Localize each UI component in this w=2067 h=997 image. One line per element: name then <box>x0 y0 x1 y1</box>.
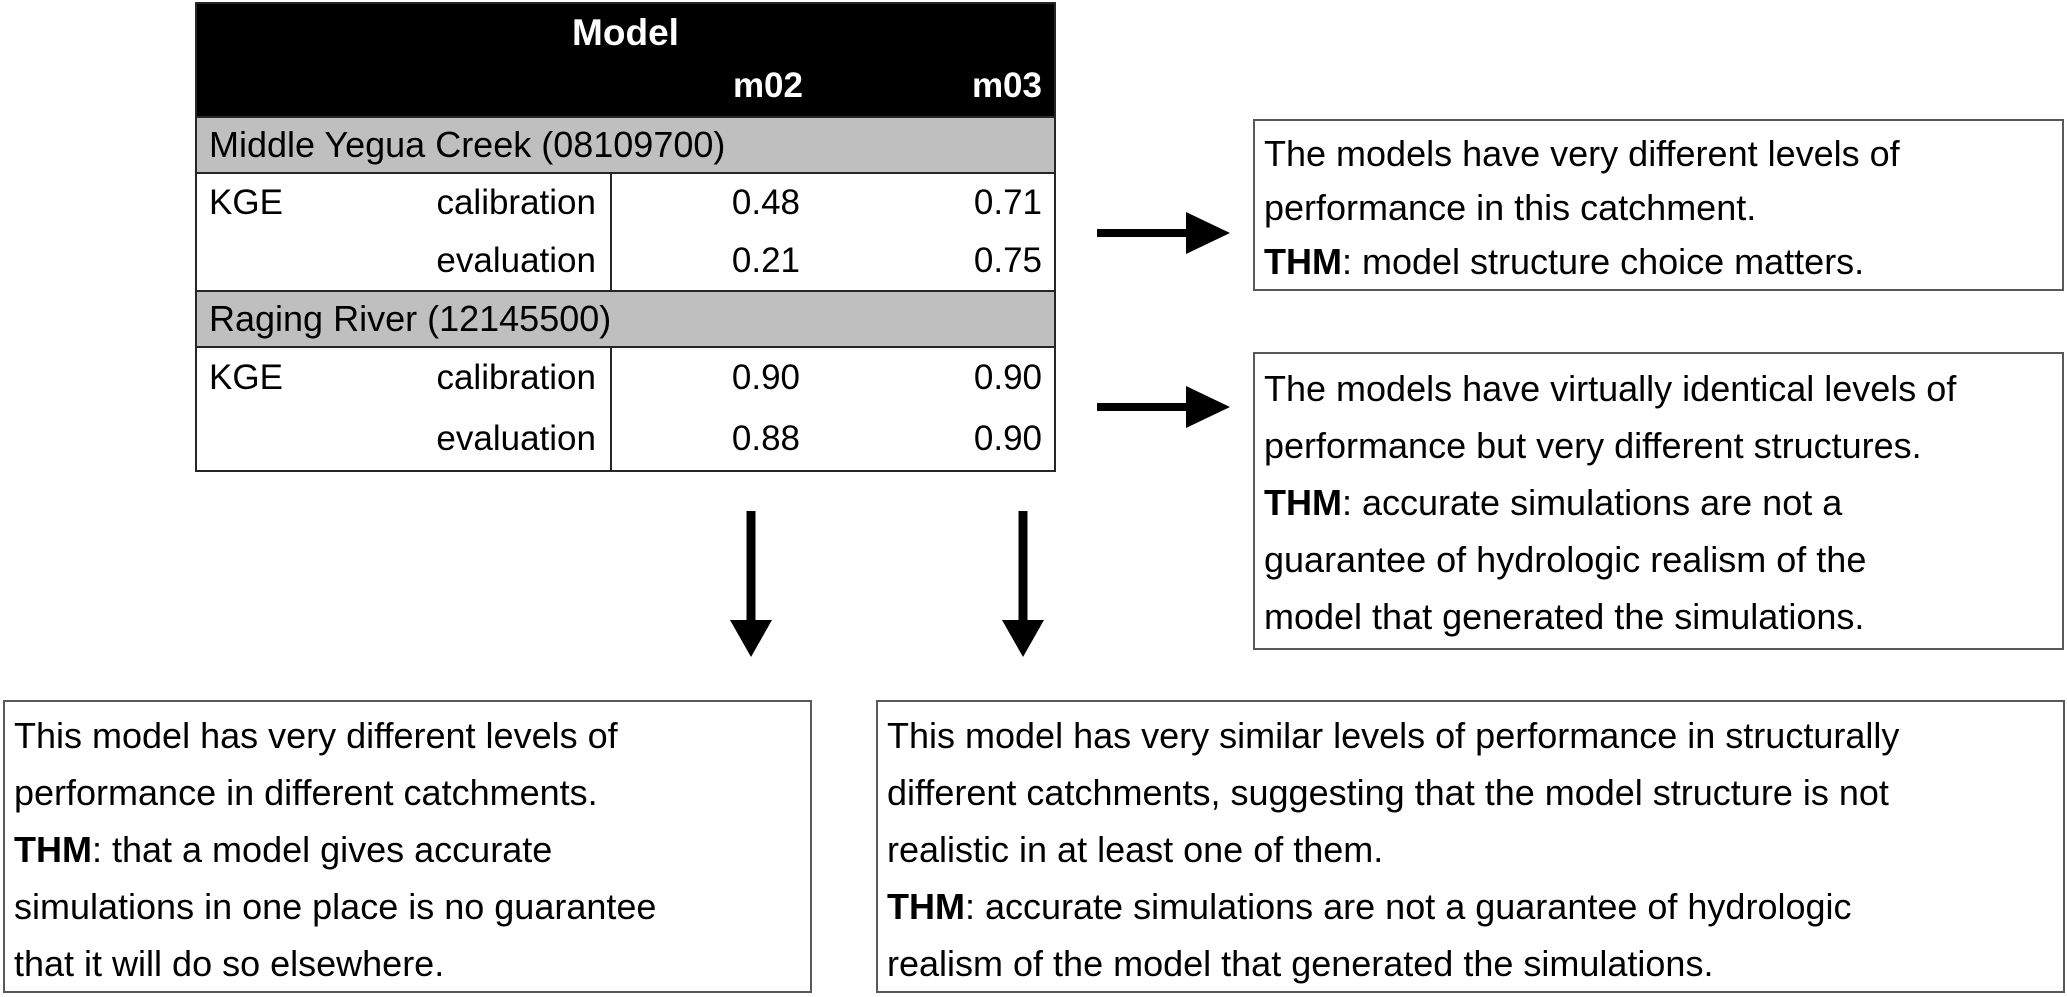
annotation-box-model-m02: This model has very different levels of p… <box>3 700 812 993</box>
row-label: evaluation <box>436 241 596 280</box>
value-m02: 0.90 <box>610 348 845 407</box>
value-m03: 0.90 <box>973 357 1042 397</box>
table-row-calibration-2: KGE calibration 0.90 0.90 <box>197 348 1054 407</box>
model-column-headers: m02 m03 <box>197 64 1054 108</box>
catchment-band-raging-river: Raging River (12145500) <box>197 290 1054 348</box>
text-line: This model has very similar levels of pe… <box>887 715 1900 756</box>
header-spacer <box>197 64 610 108</box>
metric-label: KGE <box>209 357 283 397</box>
col-header-m03: m03 <box>971 66 1042 105</box>
text-line: model that generated the simulations. <box>1264 596 1865 637</box>
table-header: Model m02 m03 <box>197 4 1054 116</box>
value-m03: 0.90 <box>973 419 1042 458</box>
table-row-evaluation-1: evaluation 0.21 0.75 <box>197 232 1054 290</box>
value-m02: 0.88 <box>610 407 845 471</box>
text-line: performance in this catchment. <box>1264 187 1757 228</box>
text-line: guarantee of hydrologic realism of the <box>1264 539 1867 580</box>
arrow-right-top <box>1097 212 1230 254</box>
table-row-calibration-1: KGE calibration 0.48 0.71 <box>197 174 1054 232</box>
text-line: The models have very different levels of <box>1264 133 1900 174</box>
text-line: simulations in one place is no guarantee <box>14 886 657 927</box>
text-line: The models have virtually identical leve… <box>1264 368 1957 409</box>
row-label: calibration <box>436 357 596 397</box>
text-line: This model has very different levels of <box>14 715 618 756</box>
value-m02: 0.21 <box>610 232 845 290</box>
arrow-right-middle <box>1097 386 1230 428</box>
arrow-down-m02 <box>730 511 772 657</box>
catchment-band-middle-yegua: Middle Yegua Creek (08109700) <box>197 116 1054 174</box>
annotation-box-raging-river: The models have virtually identical leve… <box>1253 352 2064 650</box>
annotation-box-middle-yegua: The models have very different levels of… <box>1253 119 2064 291</box>
text-line: realism of the model that generated the … <box>887 943 1714 984</box>
value-m03: 0.71 <box>973 183 1042 222</box>
table-title: Model <box>572 12 679 53</box>
text-line: THM: accurate simulations are not a <box>1264 482 1843 523</box>
col-header-m02: m02 <box>732 66 803 105</box>
text-line: performance in different catchments. <box>14 772 598 813</box>
text-line: THM: accurate simulations are not a guar… <box>887 886 1852 927</box>
kge-table: Model m02 m03 Middle Yegua Creek (081097… <box>195 2 1056 472</box>
row-label: evaluation <box>436 419 596 458</box>
metric-label: KGE <box>209 183 283 222</box>
text-line: different catchments, suggesting that th… <box>887 772 1889 813</box>
arrow-down-m03 <box>1002 511 1044 657</box>
text-line: THM: model structure choice matters. <box>1264 241 1865 282</box>
row-label: calibration <box>436 183 596 222</box>
text-line: THM: that a model gives accurate <box>14 829 553 870</box>
value-m02: 0.48 <box>610 174 845 232</box>
text-line: realistic in at least one of them. <box>887 829 1384 870</box>
table-row-evaluation-2: evaluation 0.88 0.90 <box>197 407 1054 471</box>
value-m03: 0.75 <box>973 241 1042 280</box>
text-line: that it will do so elsewhere. <box>14 943 445 984</box>
text-line: performance but very different structure… <box>1264 425 1922 466</box>
annotation-box-model-m03: This model has very similar levels of pe… <box>876 700 2065 993</box>
